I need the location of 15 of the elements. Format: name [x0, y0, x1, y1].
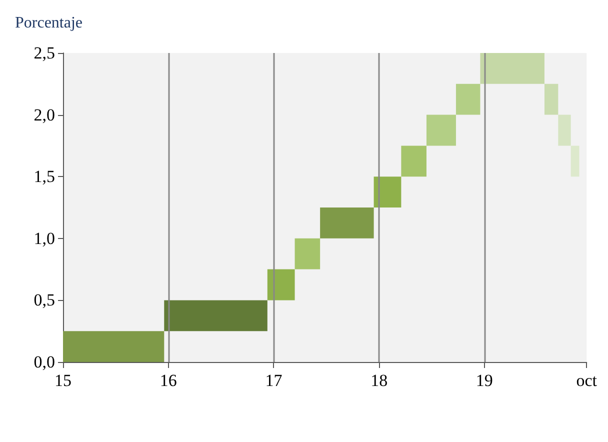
y-axis-title: Porcentaje: [15, 14, 83, 32]
y-tick-label: 2,0: [34, 105, 55, 124]
y-tick-label: 0,0: [34, 352, 55, 372]
x-tick-label: oct: [576, 371, 598, 390]
y-tick-label: 0,5: [34, 290, 55, 310]
bar: [374, 176, 402, 208]
x-tick-label: 17: [265, 371, 283, 390]
y-tick-label: 2,5: [34, 44, 55, 62]
x-tick-label: 15: [54, 371, 72, 390]
x-tick-label: 16: [160, 371, 177, 390]
x-tick-label: 19: [476, 371, 493, 390]
x-tick-label: 18: [370, 371, 388, 390]
y-tick-label: 1,0: [34, 228, 55, 248]
y-tick-label: 1,5: [34, 167, 55, 186]
bar: [267, 269, 295, 300]
